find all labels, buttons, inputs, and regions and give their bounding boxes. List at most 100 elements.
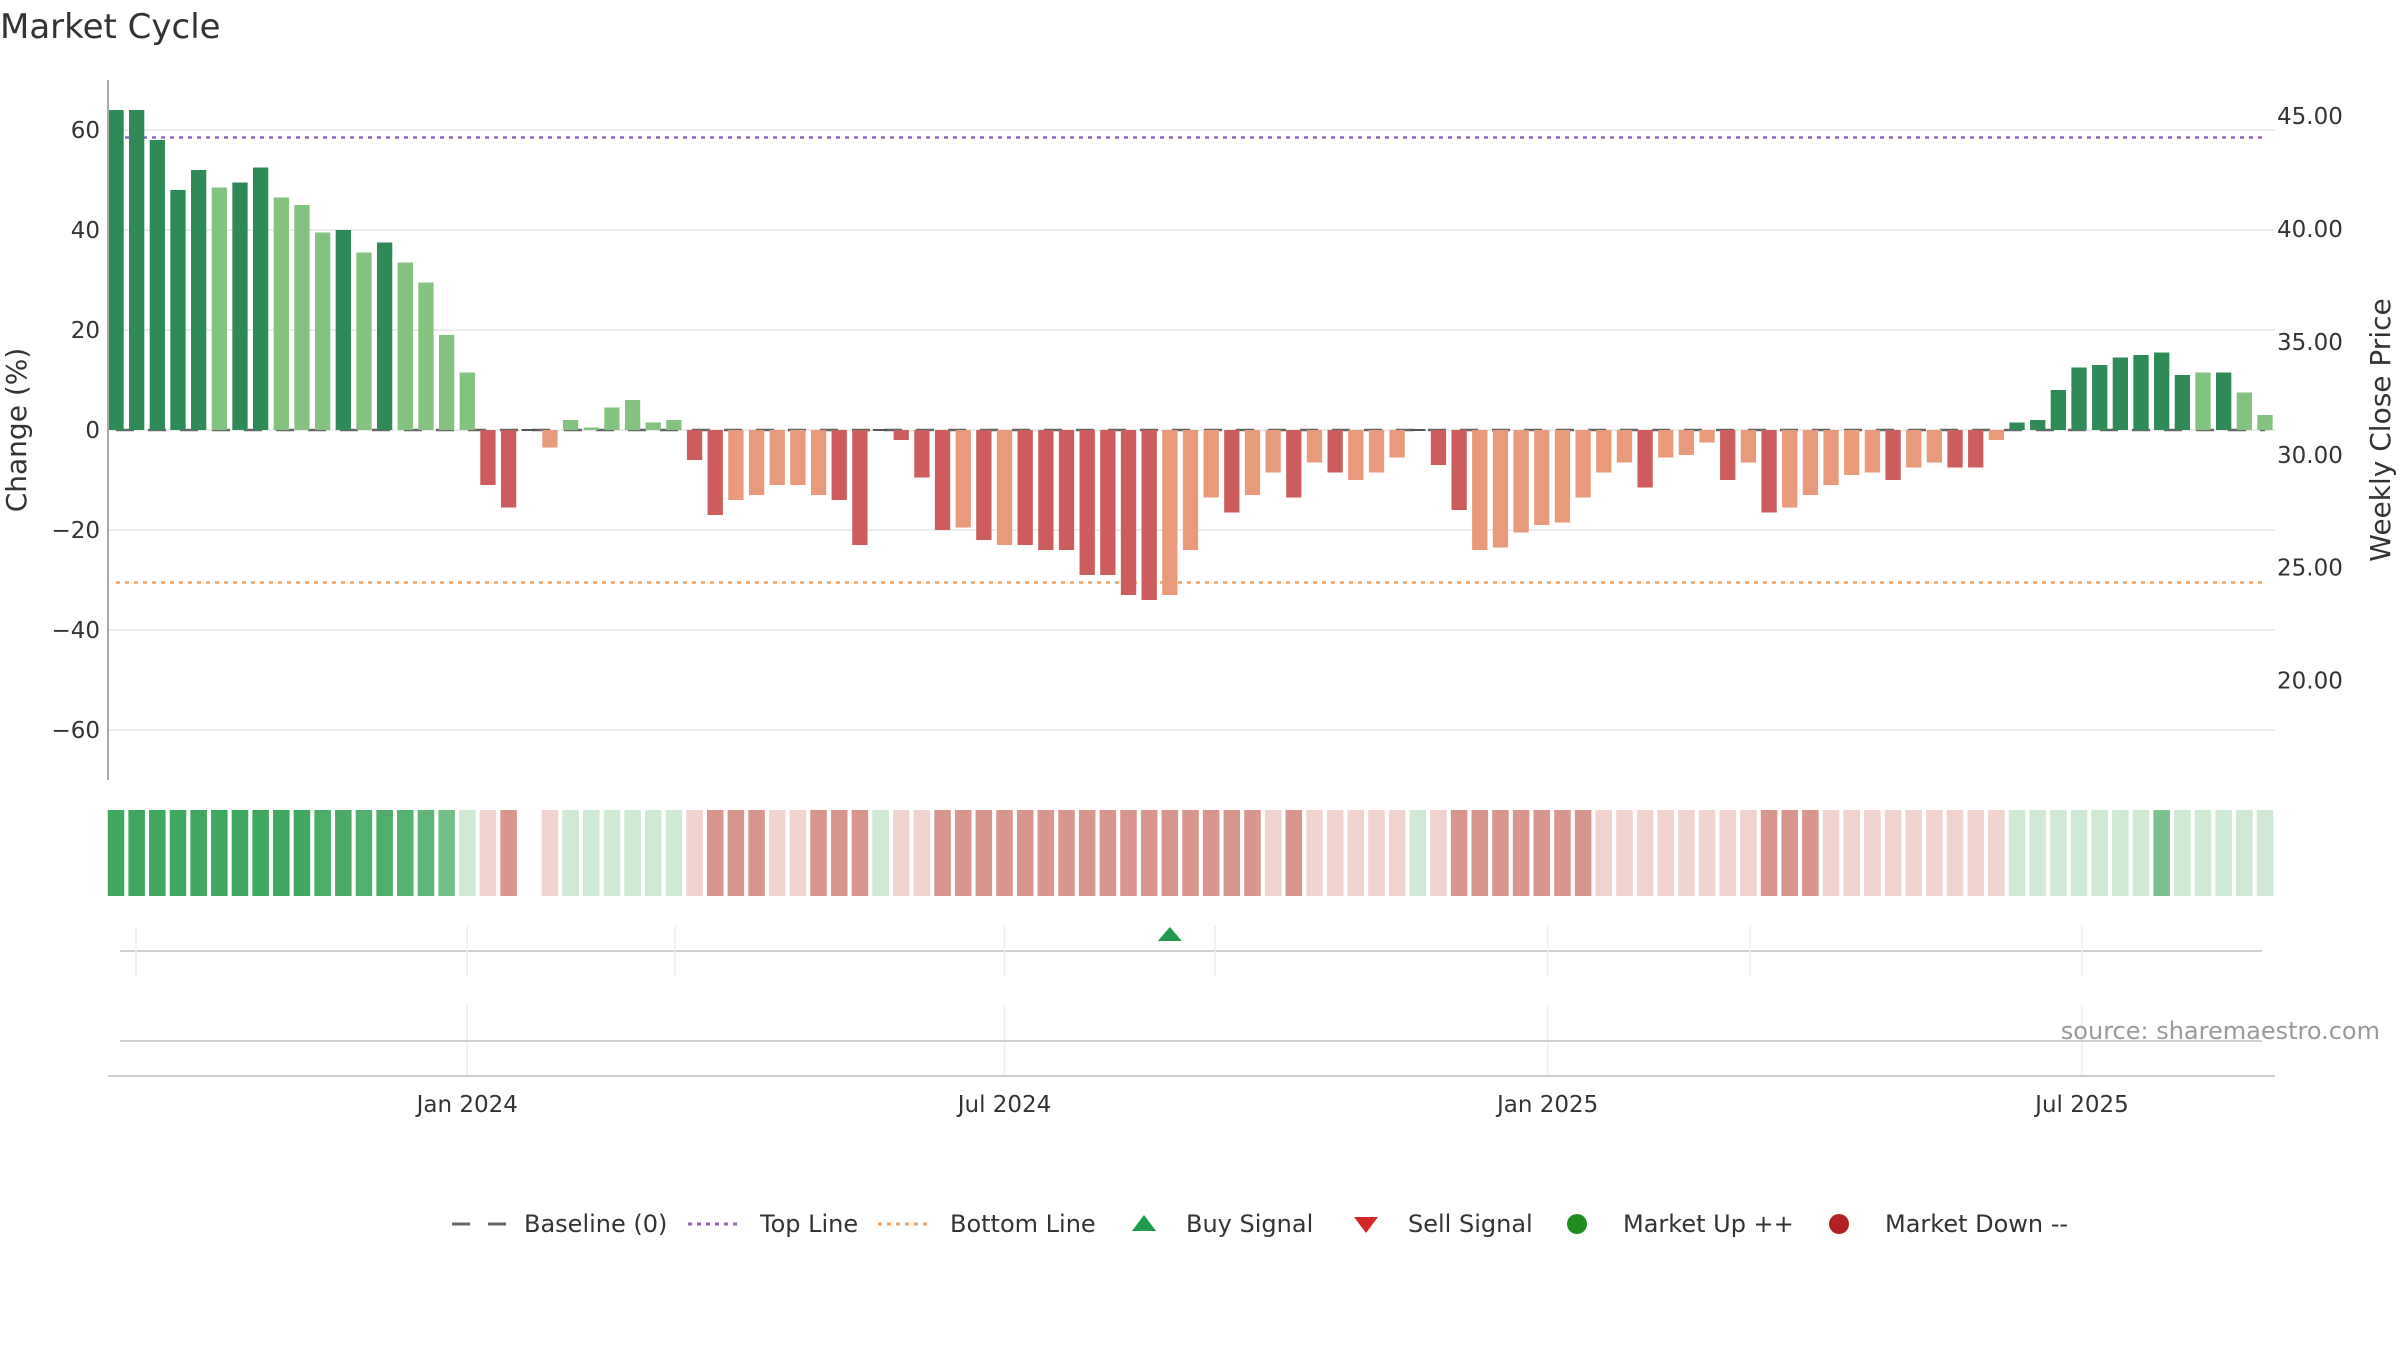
heat-cell — [1636, 810, 1654, 896]
heat-cell — [500, 810, 517, 896]
heat-cell — [2029, 810, 2046, 896]
heat-cell — [830, 810, 848, 896]
heat-cell — [252, 810, 269, 896]
bar — [769, 430, 785, 485]
heat-cell — [2091, 810, 2108, 896]
legend-item: Baseline (0) — [452, 1210, 667, 1238]
heat-cell — [872, 810, 889, 896]
heat-cell — [169, 810, 187, 896]
bar — [480, 430, 496, 485]
heat-cell — [954, 810, 972, 896]
bar — [294, 205, 310, 430]
heat-cell — [1450, 810, 1468, 896]
heat-cell — [1988, 810, 2005, 896]
bar — [1678, 430, 1695, 455]
bar — [1203, 430, 1219, 498]
bar — [2092, 365, 2108, 430]
bar — [500, 430, 517, 508]
bar — [1327, 430, 1343, 473]
legend-label: Market Up ++ — [1623, 1210, 1794, 1238]
left-tick-label: −20 — [51, 518, 100, 544]
heat-cell — [397, 810, 414, 896]
bar — [1782, 430, 1798, 508]
right-tick-label: 25.00 — [2277, 556, 2343, 582]
bar — [2154, 352, 2170, 430]
heat-cell — [1409, 810, 1427, 896]
heat-cell — [2070, 810, 2088, 896]
left-tick-label: 0 — [85, 418, 100, 444]
heat-cell — [376, 810, 393, 896]
heat-cell — [644, 810, 662, 896]
heat-cell — [190, 810, 207, 896]
heat-cell — [417, 810, 435, 896]
x-tick-label: Jan 2025 — [1495, 1092, 1598, 1118]
price-panel — [108, 1005, 2275, 1077]
heat-cell — [1595, 810, 1613, 896]
heat-cell — [107, 810, 125, 896]
bar — [1162, 430, 1178, 595]
legend-item: Bottom Line — [878, 1210, 1096, 1238]
heat-cell — [1657, 810, 1675, 896]
legend-item: Top Line — [688, 1210, 858, 1238]
bar — [1492, 430, 1509, 548]
legend: Baseline (0) Top Line Bottom Line Buy Signa… — [452, 1210, 2068, 1238]
bar — [1823, 430, 1839, 485]
bar — [1368, 430, 1385, 473]
heat-cell — [1616, 810, 1633, 896]
heat-cell — [128, 810, 145, 896]
heat-cell — [273, 810, 290, 896]
heat-cell — [1905, 810, 1922, 896]
x-tick-label: Jan 2024 — [415, 1092, 518, 1118]
chart-title: Market Cycle — [0, 7, 221, 47]
heat-cell — [2132, 810, 2150, 896]
heat-cell — [1719, 810, 1737, 896]
heat-cell — [851, 810, 869, 896]
bar — [624, 400, 641, 430]
heat-cell — [2112, 810, 2129, 896]
bar — [1017, 430, 1033, 545]
heat-cell — [355, 810, 373, 896]
heat-cell — [1037, 810, 1055, 896]
bar — [1348, 430, 1364, 480]
buy-signal-marker — [1157, 927, 1182, 941]
bar — [1596, 430, 1612, 473]
heat-cell — [996, 810, 1013, 896]
x-tick-label: Jul 2024 — [956, 1092, 1052, 1118]
bar — [1864, 430, 1881, 473]
heat-cell — [810, 810, 827, 896]
heat-cell — [1016, 810, 1034, 896]
bar — [583, 427, 599, 430]
heat-cell — [1843, 810, 1860, 896]
heat-cell — [231, 810, 249, 896]
bar — [108, 110, 124, 430]
bar — [1988, 430, 2005, 440]
bar — [893, 430, 909, 440]
heat-cell — [541, 810, 559, 896]
heat-cell — [603, 810, 621, 896]
heat-cell — [2194, 810, 2212, 896]
heat-cell — [314, 810, 331, 896]
bar — [1637, 430, 1653, 488]
left-tick-label: −40 — [51, 618, 100, 644]
bar — [810, 430, 827, 495]
heat-cell — [1471, 810, 1489, 896]
bar — [707, 430, 723, 515]
heat-cell — [789, 810, 807, 896]
heat-cell — [624, 810, 641, 896]
bar — [1720, 430, 1736, 480]
bar — [170, 190, 186, 430]
bar — [1968, 430, 1984, 468]
heat-cell — [1202, 810, 1220, 896]
bar — [1430, 430, 1447, 465]
bar — [1575, 430, 1591, 498]
bar — [2174, 375, 2190, 430]
bar — [790, 430, 806, 485]
bar — [831, 430, 847, 500]
heat-cell — [1285, 810, 1303, 896]
bar — [2030, 420, 2046, 430]
heat-cell — [1802, 810, 1819, 896]
legend-item: Sell Signal — [1354, 1210, 1533, 1238]
heat-cell — [2256, 810, 2274, 896]
heat-cell — [1967, 810, 1984, 896]
heat-cell — [1926, 810, 1943, 896]
